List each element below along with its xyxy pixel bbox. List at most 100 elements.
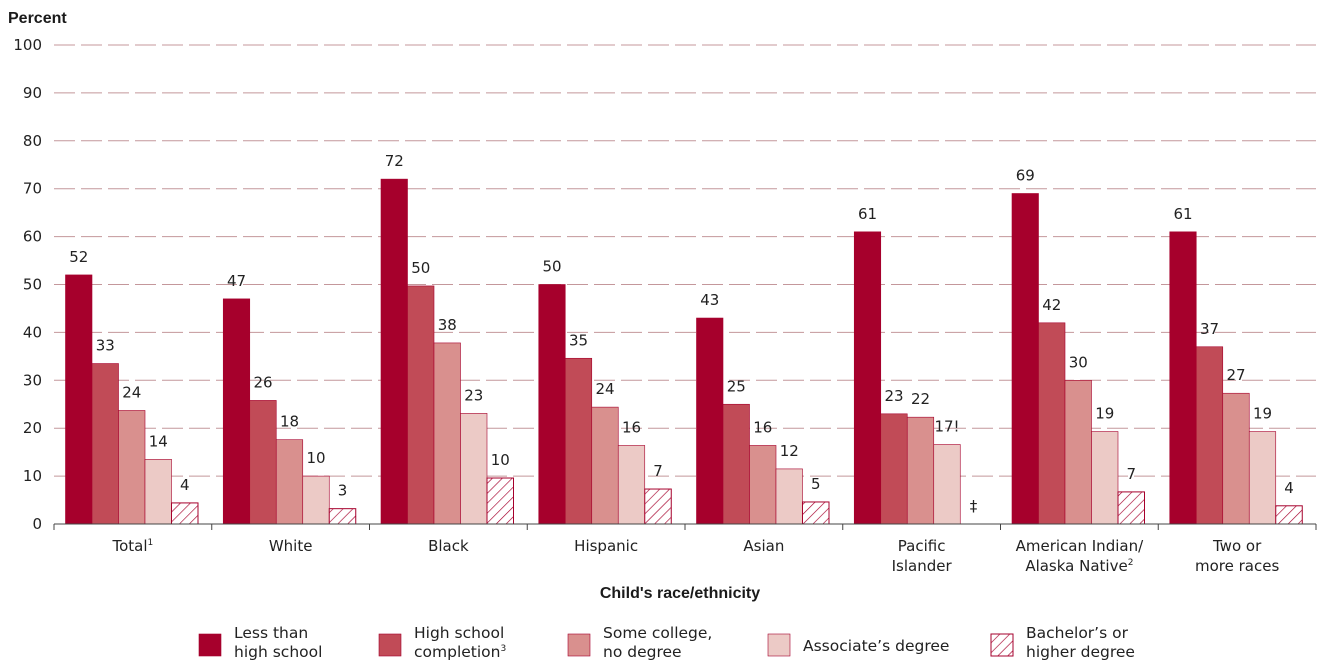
bar [853,231,882,525]
bar [1117,491,1145,525]
data-label: 30 [1069,353,1088,371]
bar [144,459,172,525]
y-axis-ticks: 0 10 20 30 40 50 60 70 80 90 100 [13,36,42,533]
bar [249,400,277,525]
category-label-line: Alaska Native [1025,557,1127,575]
legend-label-line: High school [414,624,504,642]
data-label: ‡ [970,497,978,515]
data-label: 35 [569,331,588,349]
category-label-line: Total [111,537,147,555]
data-label: 25 [727,377,746,395]
category-label-line: Pacific [898,537,946,555]
data-label: 16 [753,418,772,436]
category-label-line: Two or [1212,537,1262,555]
data-label: 5 [811,475,821,493]
bar [933,444,961,525]
data-label: 23 [464,386,483,404]
category-label-line: Hispanic [574,537,638,555]
bar [460,413,488,525]
data-label: 72 [385,152,404,170]
category-label-line: White [269,537,313,555]
y-tick-label: 70 [23,180,42,198]
bar [328,508,357,525]
legend-swatch [567,633,591,657]
legend-label-line: Bachelor’s or [1026,624,1129,642]
bar [749,445,777,525]
data-label: 50 [542,258,561,276]
data-label: 24 [595,380,614,398]
legend-label-line: no degree [603,643,682,661]
data-label: 47 [227,272,246,290]
bar [1275,505,1303,525]
footnote-marker: 2 [1128,558,1134,568]
data-label: 4 [180,476,190,494]
data-label: 27 [1226,366,1245,384]
bar [407,285,435,525]
data-label: 37 [1200,320,1219,338]
x-axis-title: Child's race/ethnicity [600,585,760,602]
legend-label: Less than high school [234,624,322,661]
data-label: 16 [622,418,641,436]
data-label: 26 [253,373,272,391]
bar [65,274,93,525]
bar [91,363,119,525]
category-label: Asian [743,537,784,555]
bar [722,403,750,525]
category-label-line: Asian [743,537,784,555]
legend-label-line: Associate’s degree [803,637,949,655]
y-tick-label: 90 [23,84,42,102]
data-label: 7 [1126,465,1136,483]
y-tick-label: 20 [23,419,42,437]
bar [591,406,619,525]
bar [880,413,908,525]
y-tick-label: 30 [23,371,42,389]
category-label: Pacific Islander [892,537,953,575]
bar [302,475,330,525]
data-label: 23 [884,387,903,405]
category-label-line: American Indian/ [1016,537,1144,555]
data-label: 14 [149,432,168,450]
data-label: 50 [411,259,430,277]
category-label: White [269,537,313,555]
data-label: 10 [491,451,510,469]
data-label: 10 [306,449,325,467]
y-tick-label: 10 [23,467,42,485]
category-label-line: more races [1195,557,1279,575]
data-label: 61 [858,205,877,223]
data-label: 3 [338,482,348,500]
category-label: American Indian/Alaska Native2 [1016,537,1144,575]
footnote-marker: 3 [500,644,506,654]
bar [1248,431,1277,525]
data-label: 24 [122,383,141,401]
legend-swatch [990,633,1014,657]
bar [1222,392,1250,525]
legend-label: Some college, no degree [603,624,712,661]
legend-label: Associate’s degree [803,637,949,655]
bar [171,502,199,525]
y-tick-label: 50 [23,276,42,294]
data-label: 7 [653,462,663,480]
bar [222,298,251,525]
legend-label-line: Some college, [603,624,712,642]
data-label: 18 [280,413,299,431]
bar [617,445,646,525]
bar [538,284,566,525]
bar [1011,193,1039,525]
category-label: Two or more races [1195,537,1279,575]
bar [1064,379,1092,525]
data-label: 19 [1253,405,1272,423]
bar [380,178,408,525]
category-label-line: Islander [892,557,953,575]
category-label: Hispanic [574,537,638,555]
y-tick-label: 80 [23,132,42,150]
data-label: 12 [780,442,799,460]
data-labels: 5233241444726181037250382310503524167432… [69,152,1294,515]
x-axis-ticks [53,524,1317,530]
data-label: 61 [1173,205,1192,223]
legend-label-line: higher degree [1026,643,1135,661]
legend-label-line: high school [234,643,322,661]
data-label: 22 [911,390,930,408]
legend-swatch [198,633,222,657]
data-label: 17! [934,417,959,435]
